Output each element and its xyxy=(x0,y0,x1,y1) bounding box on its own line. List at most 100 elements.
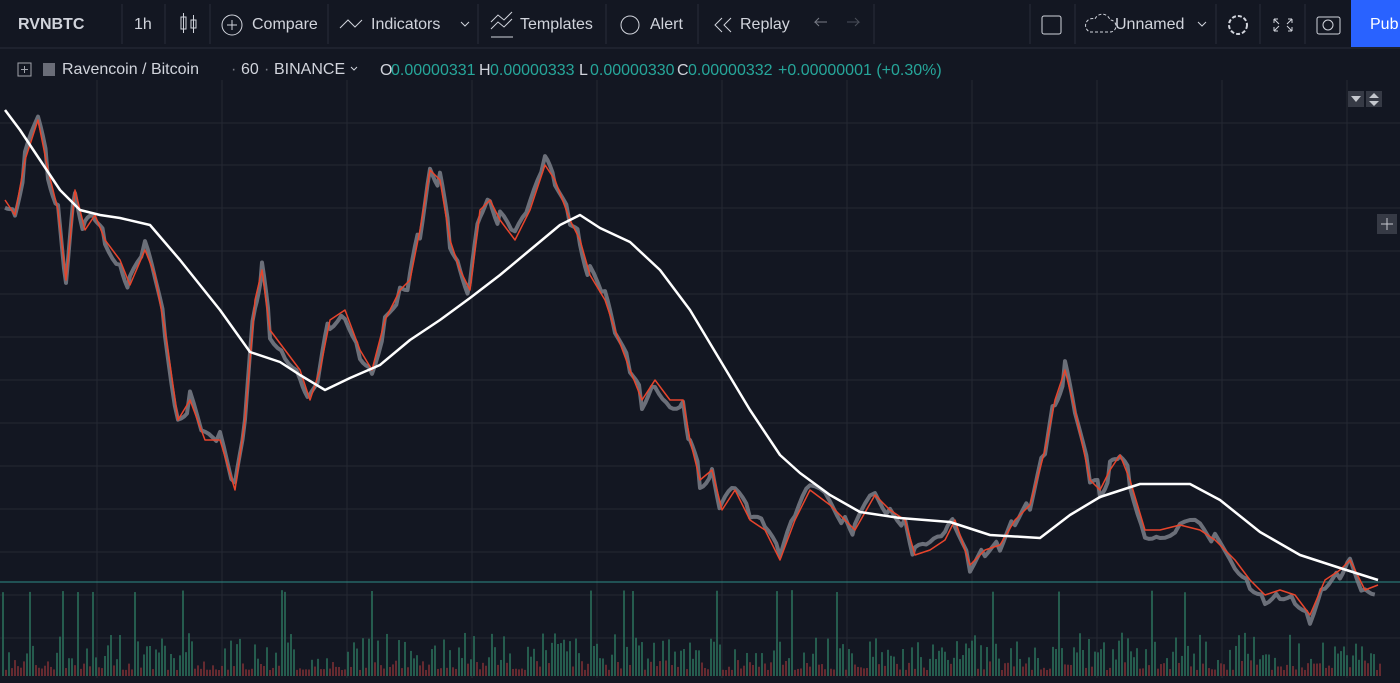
volume-bar xyxy=(1049,668,1051,676)
publish-button[interactable]: Pub xyxy=(1370,16,1399,33)
volume-bar xyxy=(182,590,184,676)
volume-bar xyxy=(491,633,493,676)
snapshot-icon[interactable] xyxy=(1322,19,1334,31)
volume-bar xyxy=(1316,663,1318,676)
volume-bar xyxy=(665,660,667,676)
volume-bar xyxy=(1361,646,1363,676)
volume-bar xyxy=(770,662,772,676)
volume-bar xyxy=(947,659,949,676)
volume-bar xyxy=(1301,667,1303,676)
volume-bar xyxy=(827,638,829,676)
interval[interactable]: 1h xyxy=(134,16,152,33)
volume-bar xyxy=(1058,591,1060,676)
ohlc-value: 0.00000332 xyxy=(688,62,773,79)
volume-bar xyxy=(215,669,217,676)
volume-bar xyxy=(1076,652,1078,676)
volume-bar xyxy=(5,669,7,676)
cloud-icon[interactable] xyxy=(1085,13,1117,33)
volume-bar xyxy=(1160,664,1162,676)
volume-bar xyxy=(203,661,205,676)
volume-bar xyxy=(1097,652,1099,676)
compare-icon[interactable] xyxy=(221,14,243,36)
volume-bar xyxy=(920,657,922,676)
redo[interactable] xyxy=(847,17,861,27)
volume-bar xyxy=(125,669,127,676)
volume-bar xyxy=(1130,651,1132,676)
volume-bar xyxy=(1100,649,1102,676)
volume-bar xyxy=(83,663,85,676)
volume-bar xyxy=(842,644,844,676)
volume-bar xyxy=(284,591,286,676)
compare-button[interactable]: Compare xyxy=(252,16,318,33)
volume-bar xyxy=(764,663,766,676)
replay-icon[interactable] xyxy=(714,17,732,33)
volume-bar xyxy=(179,655,181,676)
volume-bar xyxy=(44,665,46,676)
volume-bar xyxy=(683,648,685,676)
dropdown-arrow[interactable] xyxy=(350,66,358,71)
volume-bar xyxy=(356,648,358,676)
volume-bar xyxy=(386,633,388,676)
alert-button[interactable]: Alert xyxy=(650,16,683,33)
add-button[interactable] xyxy=(1381,218,1393,230)
volume-bar xyxy=(1379,663,1381,676)
volume-bar xyxy=(143,654,145,676)
volume-bar xyxy=(527,646,529,676)
volume-bar xyxy=(1139,668,1141,676)
volume-bar xyxy=(1340,651,1342,676)
publish-button-bg[interactable] xyxy=(1351,0,1400,47)
volume-bar xyxy=(464,632,466,676)
legend-toggle[interactable] xyxy=(21,66,28,73)
dropdown-arrow[interactable] xyxy=(460,21,470,27)
volume-bar xyxy=(1328,665,1330,676)
volume-bar xyxy=(299,668,301,676)
volume-bar xyxy=(1169,669,1171,676)
scroll-button[interactable] xyxy=(1366,91,1382,107)
volume-bar xyxy=(923,667,925,676)
volume-bar xyxy=(206,669,208,676)
volume-bar xyxy=(1043,667,1045,676)
volume-bar xyxy=(794,669,796,676)
volume-bar xyxy=(224,648,226,676)
volume-bar xyxy=(1250,660,1252,676)
volume-bar xyxy=(392,664,394,676)
alert-icon[interactable] xyxy=(620,15,640,35)
expand-icon[interactable] xyxy=(1273,18,1293,32)
symbol[interactable]: RVNBTC xyxy=(18,16,85,33)
snapshot-icon[interactable] xyxy=(1316,16,1341,35)
layout-name[interactable]: Unnamed xyxy=(1115,16,1184,33)
chart-type-icon[interactable] xyxy=(180,13,197,33)
scroll-button[interactable] xyxy=(1369,93,1379,106)
volume-bar xyxy=(1274,657,1276,676)
volume-bar xyxy=(956,641,958,676)
volume-bar xyxy=(977,668,979,676)
legend-exchange[interactable]: BINANCE xyxy=(274,61,345,78)
dropdown-arrow[interactable] xyxy=(1197,21,1207,27)
volume-bar xyxy=(611,654,613,676)
settings-icon[interactable] xyxy=(1228,15,1248,35)
indicators-button[interactable]: Indicators xyxy=(371,16,440,33)
fullscreen-toggle[interactable] xyxy=(1041,15,1062,35)
volume-bar xyxy=(56,652,58,676)
compare-icon[interactable] xyxy=(227,20,237,30)
templates-button[interactable]: Templates xyxy=(520,16,593,33)
undo[interactable] xyxy=(813,17,827,27)
volume-bar xyxy=(89,666,91,676)
ohlc-label: H xyxy=(479,62,491,79)
volume-bar xyxy=(1001,669,1003,676)
scroll-button[interactable] xyxy=(1351,96,1361,102)
volume-bar xyxy=(707,669,709,676)
templates-icon[interactable] xyxy=(490,11,513,38)
indicators-icon[interactable] xyxy=(339,19,363,29)
volume-bar xyxy=(950,663,952,676)
volume-bar xyxy=(149,645,151,676)
volume-bar xyxy=(1298,643,1300,676)
legend-toggle[interactable] xyxy=(17,62,32,77)
volume-bar xyxy=(740,668,742,676)
volume-bar xyxy=(623,590,625,676)
volume-bar xyxy=(992,591,994,676)
ohlc-label: O xyxy=(380,62,392,79)
replay-button[interactable]: Replay xyxy=(740,16,790,33)
volume-bar xyxy=(305,669,307,676)
